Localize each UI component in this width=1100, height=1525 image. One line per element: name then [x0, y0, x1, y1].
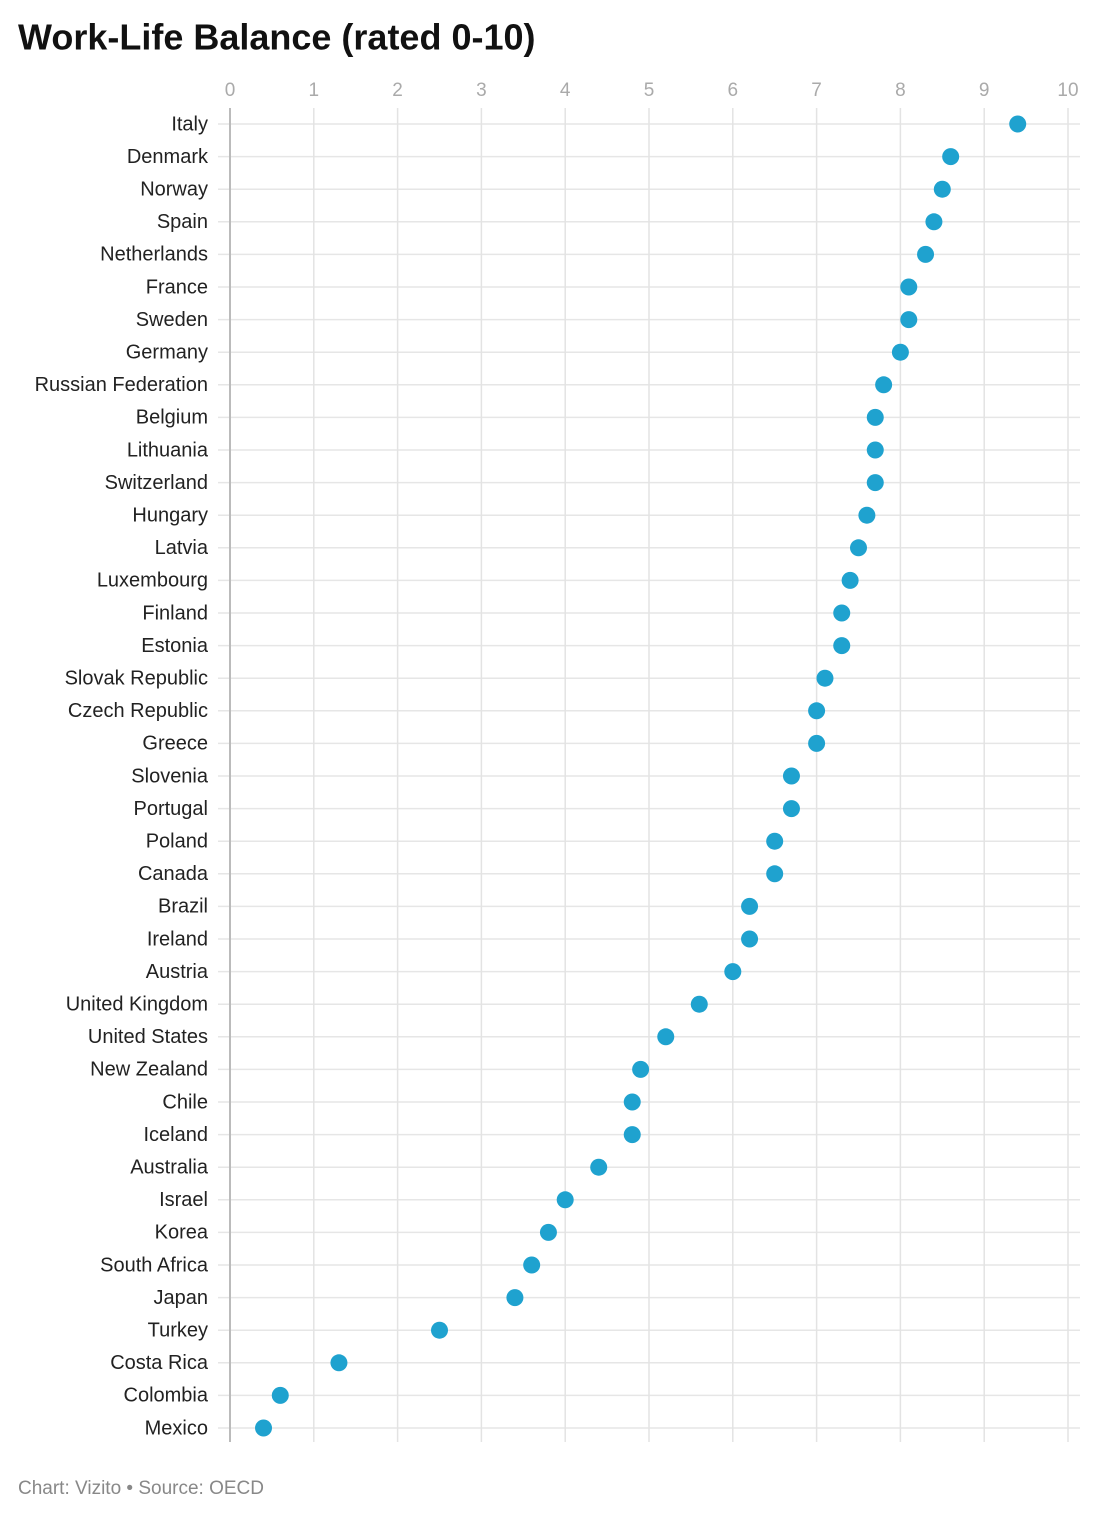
dot — [1009, 115, 1027, 133]
y-tick-label: Sweden — [136, 309, 208, 331]
y-tick-label: Norway — [140, 178, 208, 200]
x-tick-label: 4 — [560, 80, 571, 101]
y-tick-label: Germany — [126, 341, 208, 363]
dot — [690, 995, 708, 1013]
dot — [431, 1321, 448, 1339]
y-tick-label: Poland — [146, 830, 208, 852]
dot — [255, 1419, 273, 1437]
dot — [766, 832, 784, 850]
x-tick-label: 6 — [728, 80, 739, 101]
y-tick-label: Canada — [138, 863, 209, 885]
dot — [925, 213, 943, 231]
y-tick-label: Denmark — [127, 146, 209, 168]
y-tick-label: Iceland — [144, 1124, 209, 1146]
dot — [657, 1028, 675, 1046]
y-tick-label: Mexico — [145, 1417, 208, 1439]
y-tick-label: Colombia — [124, 1385, 209, 1407]
dot — [782, 800, 800, 818]
y-tick-label: Slovenia — [131, 765, 209, 787]
dot — [766, 865, 784, 883]
source-note: Chart: Vizito • Source: OECD — [18, 1478, 264, 1499]
y-tick-label: Greece — [142, 733, 208, 755]
x-tick-label: 0 — [225, 80, 236, 101]
y-tick-label: Chile — [162, 1091, 208, 1113]
chart-title: Work-Life Balance (rated 0-10) — [18, 17, 535, 58]
y-tick-label: Czech Republic — [68, 700, 208, 722]
y-tick-label: Lithuania — [127, 439, 209, 461]
y-tick-label: Switzerland — [105, 472, 208, 494]
dot — [891, 343, 909, 361]
dot — [816, 669, 834, 687]
dot — [917, 245, 935, 263]
dot — [590, 1158, 608, 1176]
y-tick-label: Korea — [155, 1222, 209, 1244]
dot — [850, 539, 867, 557]
y-tick-label: Russian Federation — [35, 374, 208, 396]
y-tick-label: Japan — [154, 1287, 209, 1309]
dot — [833, 604, 851, 622]
dot — [858, 506, 876, 524]
y-tick-label: Costa Rica — [110, 1352, 209, 1374]
y-tick-label: Austria — [146, 961, 209, 983]
y-tick-label: Israel — [159, 1189, 208, 1211]
dot — [942, 148, 960, 166]
dot — [866, 474, 884, 492]
y-tick-label: Finland — [142, 602, 208, 624]
y-tick-label: United Kingdom — [66, 993, 208, 1015]
x-tick-label: 9 — [979, 80, 990, 101]
dot — [833, 637, 851, 655]
dot — [623, 1126, 641, 1144]
dot — [933, 180, 951, 198]
x-tick-label: 2 — [392, 80, 403, 101]
dot — [841, 571, 859, 589]
dot — [875, 376, 893, 394]
dot — [741, 897, 759, 915]
dot — [632, 1060, 650, 1078]
dot — [900, 311, 918, 329]
dot — [808, 734, 826, 752]
dot — [866, 441, 884, 459]
dot — [556, 1191, 574, 1209]
y-tick-label: Turkey — [148, 1319, 208, 1341]
dot — [741, 930, 759, 948]
dot — [271, 1386, 289, 1404]
y-tick-label: France — [146, 276, 208, 298]
dot — [523, 1256, 541, 1274]
y-tick-label: Hungary — [132, 504, 208, 526]
dot — [782, 767, 800, 785]
dot — [724, 963, 742, 981]
y-tick-label: Italy — [171, 113, 208, 135]
y-tick-label: New Zealand — [90, 1059, 208, 1081]
dot — [506, 1289, 524, 1307]
y-tick-label: Netherlands — [100, 244, 208, 266]
x-tick-label: 10 — [1057, 80, 1078, 101]
y-tick-label: Luxembourg — [97, 570, 208, 592]
y-tick-label: Slovak Republic — [65, 667, 208, 689]
y-tick-label: Latvia — [155, 537, 209, 559]
x-tick-label: 3 — [476, 80, 487, 101]
dot — [808, 702, 826, 720]
x-tick-label: 5 — [644, 80, 655, 101]
dot — [539, 1223, 557, 1241]
y-tick-label: Brazil — [158, 896, 208, 918]
dot — [623, 1093, 641, 1111]
x-tick-label: 7 — [811, 80, 822, 101]
y-tick-label: Estonia — [141, 635, 209, 657]
dot — [330, 1354, 348, 1372]
y-tick-label: Portugal — [134, 798, 209, 820]
y-tick-label: United States — [88, 1026, 208, 1048]
x-tick-label: 8 — [895, 80, 906, 101]
dot — [866, 408, 884, 426]
y-tick-label: Australia — [130, 1156, 209, 1178]
y-tick-label: South Africa — [100, 1254, 209, 1276]
x-tick-label: 1 — [309, 80, 320, 101]
y-tick-label: Belgium — [136, 407, 208, 429]
y-tick-label: Ireland — [147, 928, 208, 950]
dot — [900, 278, 918, 296]
y-tick-label: Spain — [157, 211, 208, 233]
